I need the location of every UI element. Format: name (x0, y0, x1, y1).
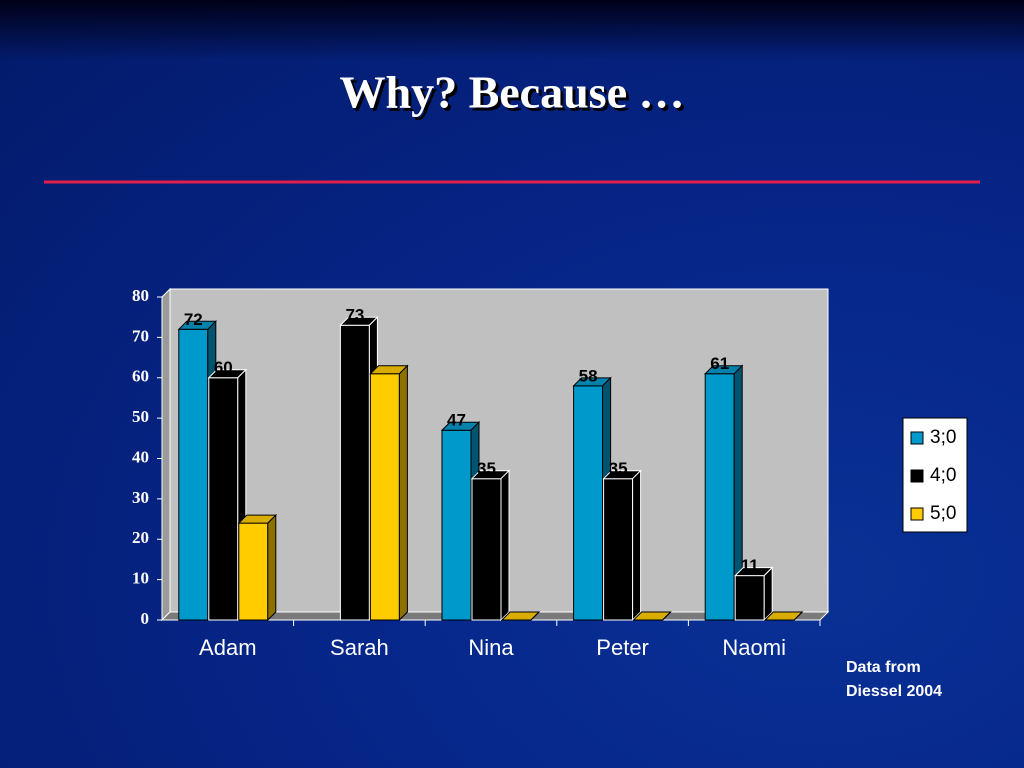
bar (703, 364, 744, 622)
legend-swatch (910, 507, 924, 521)
x-tick-label: Peter (596, 635, 649, 660)
y-tick-label: 70 (132, 326, 149, 345)
bar-front (573, 385, 604, 621)
data-label: 11 (741, 556, 759, 575)
y-tick-label: 20 (132, 528, 149, 547)
left-wall (161, 287, 171, 622)
bar-side (763, 566, 773, 622)
y-tick-label: 40 (132, 447, 149, 466)
top-shade (0, 0, 1024, 60)
bar-front (208, 377, 239, 621)
legend-swatch (910, 431, 924, 445)
bar-side (632, 469, 642, 622)
legend-swatch (910, 469, 924, 483)
slide-title: Why? Because … (340, 67, 685, 118)
legend-label: 3;0 (930, 427, 956, 448)
data-label: 61 (710, 354, 729, 373)
data-label: 73 (345, 306, 364, 325)
x-tick-label: Sarah (330, 635, 389, 660)
bar-front (369, 373, 400, 621)
data-label: 35 (477, 459, 496, 478)
x-tick-label: Naomi (722, 635, 786, 660)
data-label: 60 (214, 358, 233, 377)
bar-side (267, 513, 277, 622)
bar-side (398, 364, 408, 622)
bar (763, 611, 804, 621)
data-label: 58 (579, 366, 598, 385)
y-tick-label: 10 (132, 569, 149, 588)
bar-side (530, 611, 540, 621)
bar (733, 566, 774, 622)
bar-side (793, 611, 803, 621)
y-tick-label: 30 (132, 488, 149, 507)
y-tick-label: 0 (141, 609, 150, 628)
bar (470, 469, 511, 622)
x-tick-label: Adam (199, 635, 256, 660)
legend-label: 5;0 (930, 503, 956, 524)
bar-side (500, 469, 510, 622)
bar (572, 376, 612, 622)
bar-front (178, 328, 209, 621)
bar-front (734, 575, 765, 621)
annotation: Diessel 2004 (846, 683, 942, 700)
bar (237, 513, 278, 622)
bar-front (603, 478, 634, 621)
data-label: 72 (184, 310, 203, 329)
y-tick-label: 50 (132, 407, 149, 426)
bar-front (339, 324, 370, 621)
x-tick-label: Nina (468, 635, 514, 660)
y-tick-label: 80 (132, 286, 149, 305)
bar-side (662, 611, 671, 621)
legend-label: 4;0 (930, 465, 956, 486)
bar (602, 469, 642, 622)
data-label: 47 (447, 411, 466, 430)
bar-front (471, 478, 502, 621)
y-tick-label: 60 (132, 367, 149, 386)
bar (500, 611, 541, 621)
bar-front (238, 522, 269, 621)
bar (632, 611, 672, 621)
bar-front (704, 373, 735, 621)
data-label: 35 (609, 459, 628, 478)
annotation: Data from (846, 659, 921, 676)
bar (369, 364, 409, 622)
bar-front (441, 429, 472, 621)
